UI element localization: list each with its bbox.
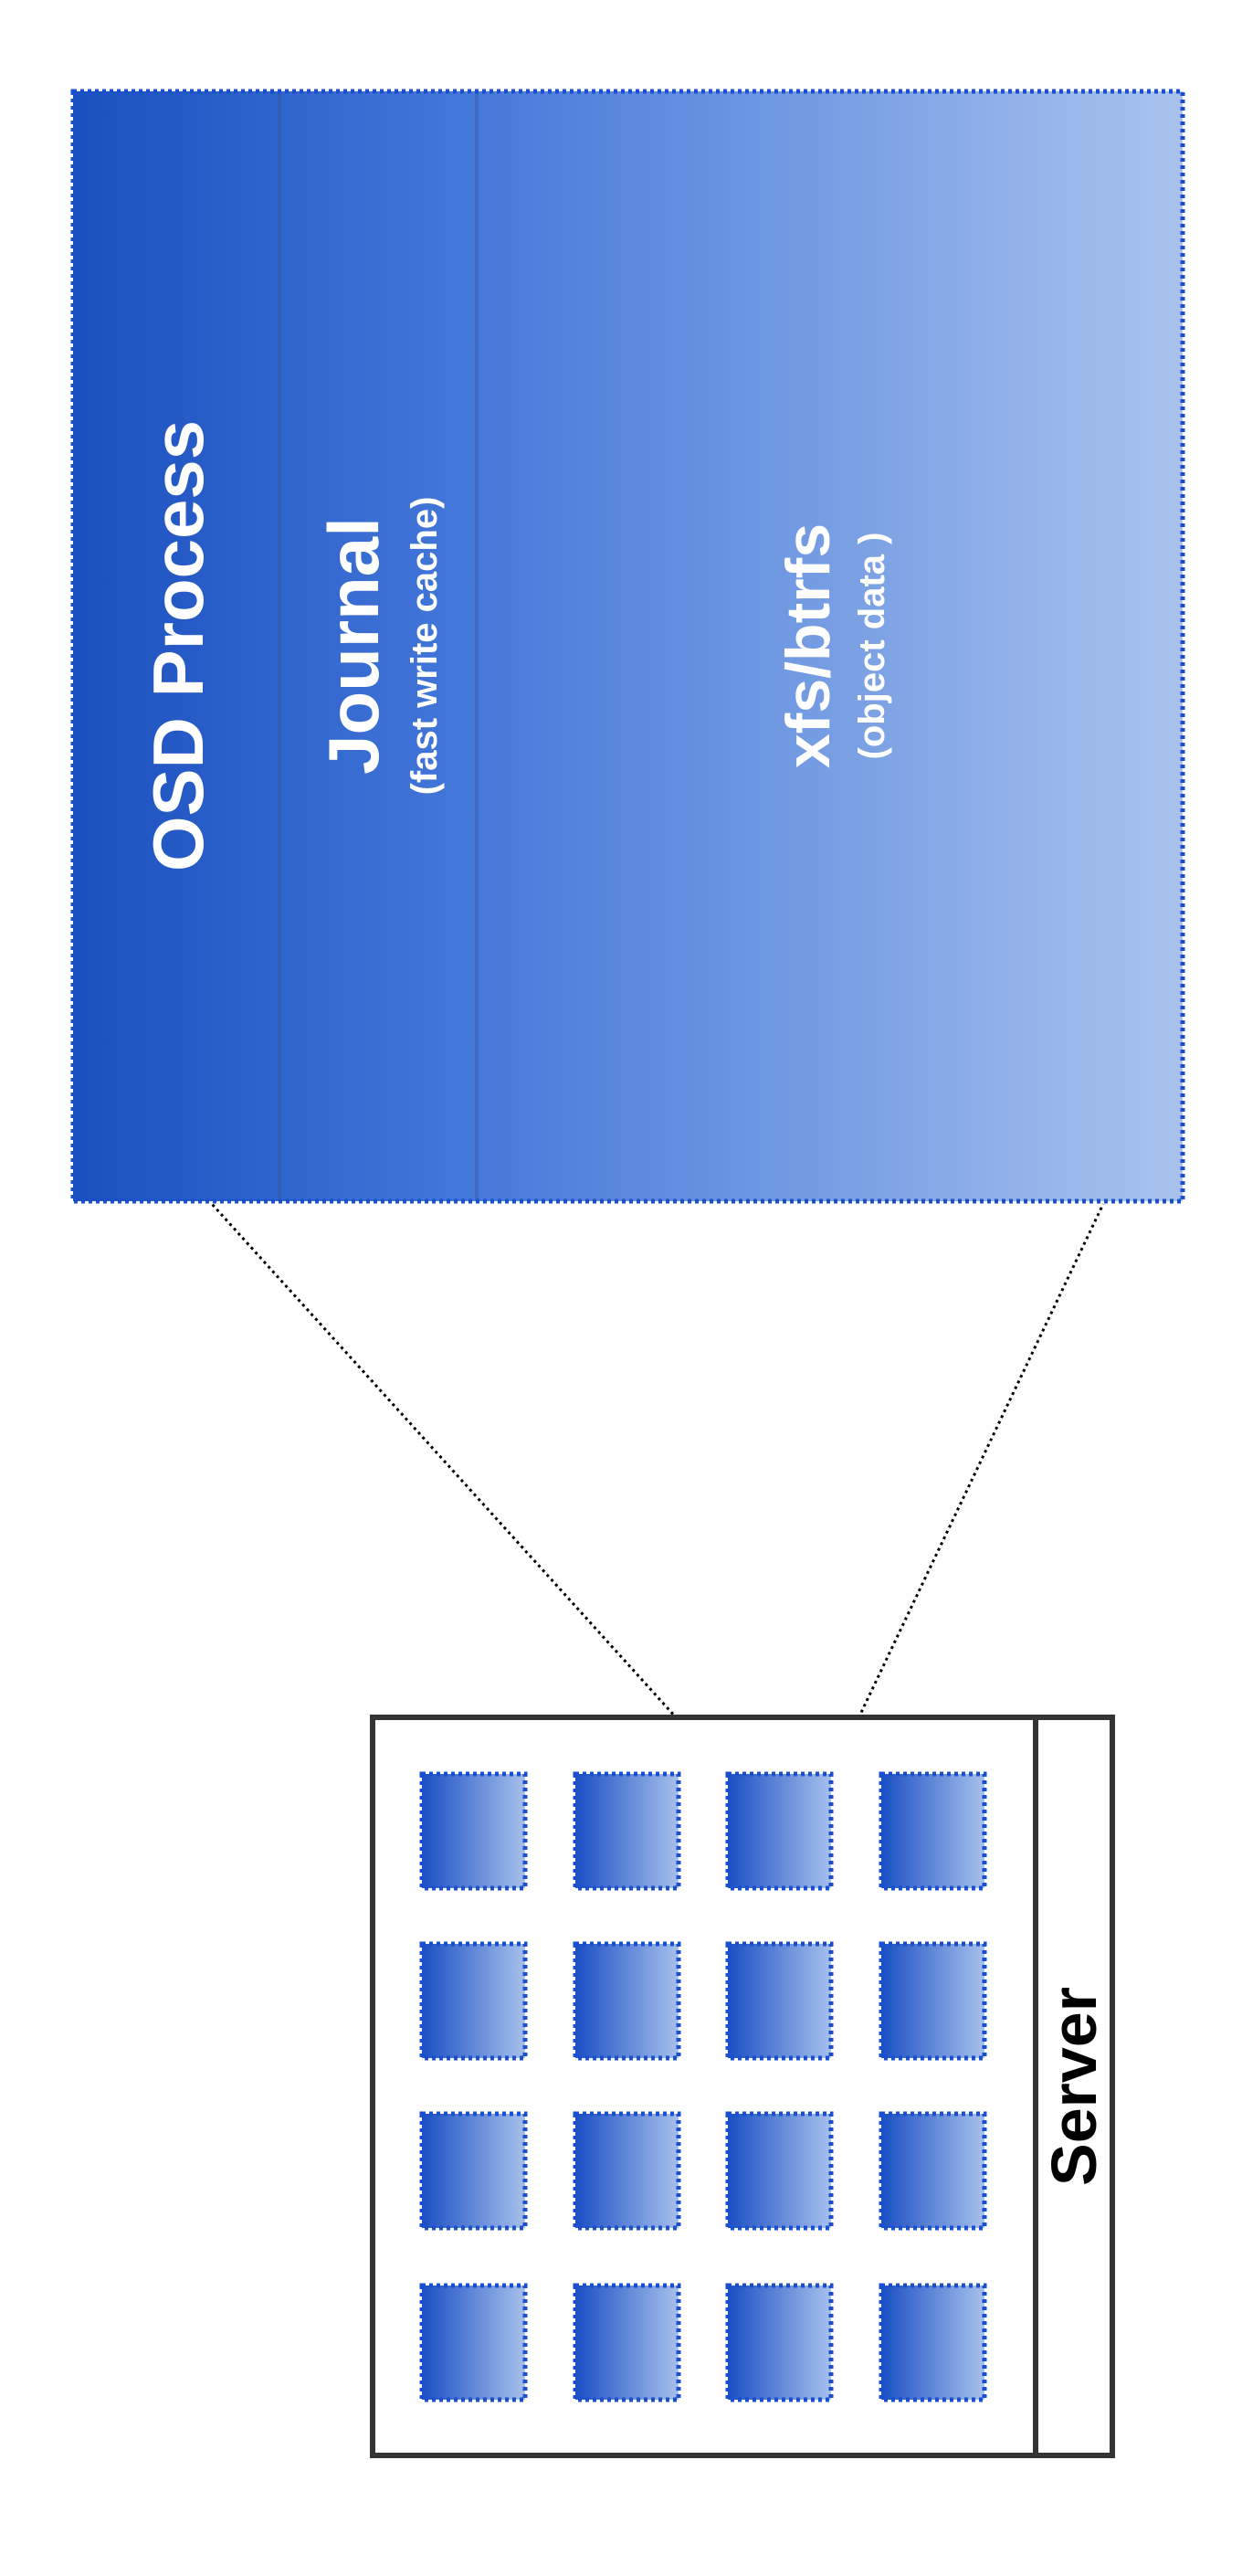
osd-disk-r3-c3	[725, 2111, 834, 2231]
osd-disk-r3-c1	[419, 2111, 528, 2231]
connector-line-right	[829, 1203, 1105, 1777]
disk-grid	[419, 1771, 987, 2402]
osd-disk-r1-c3	[725, 1771, 834, 1891]
osd-disk-r2-c1	[419, 1941, 528, 2061]
osd-disk-r4-c1	[419, 2283, 528, 2402]
osd-box	[73, 91, 1183, 1201]
osd-disk-r1-c4	[879, 1771, 987, 1891]
osd-disk-r4-c3	[725, 2283, 834, 2402]
osd-detail: OSD Process Journal (fast write cache) x…	[70, 89, 1185, 1204]
fs-sublabel: (object data )	[852, 533, 892, 760]
osd-disk-r1-c2	[573, 1771, 681, 1891]
journal-sublabel: (fast write cache)	[405, 497, 445, 796]
osd-disk-r2-c3	[725, 1941, 834, 2061]
server: Server	[370, 1715, 1115, 2458]
osd-disk-r4-c2	[573, 2283, 681, 2402]
osd-disk-r2-c2	[573, 1941, 681, 2061]
osd-process-label: OSD Process	[138, 420, 218, 871]
osd-disk-r1-c1	[419, 1771, 528, 1891]
osd-disk-r3-c4	[879, 2111, 987, 2231]
journal-label: Journal	[313, 517, 394, 775]
osd-disk-r2-c4	[879, 1941, 987, 2061]
connector-line-left	[210, 1202, 731, 1778]
server-label: Server	[1038, 1987, 1110, 2186]
osd-disk-r4-c4	[879, 2283, 987, 2402]
fs-label: xfs/btrfs	[774, 523, 843, 768]
osd-disk-r3-c2	[573, 2111, 681, 2231]
